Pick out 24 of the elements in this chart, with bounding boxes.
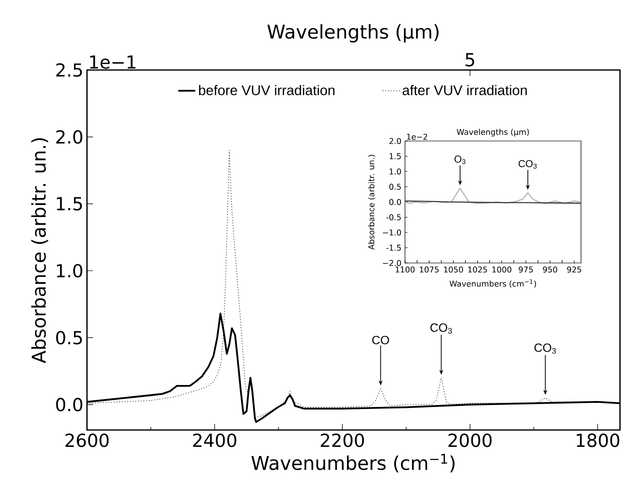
annotation: O$_{3}$ bbox=[454, 156, 466, 164]
annotation: 5 bbox=[466, 53, 474, 66]
x-tick-label: 1800 bbox=[576, 434, 620, 448]
legend-label: before VUV irradiation bbox=[199, 84, 334, 96]
y-tick-label: 2.0 bbox=[56, 130, 82, 144]
x-tick-label: 2000 bbox=[448, 434, 492, 448]
y-tick-label: 0.0 bbox=[56, 398, 82, 412]
text: 1e−1 bbox=[90, 55, 136, 69]
y-tick-label: 1.5 bbox=[56, 197, 82, 210]
x-tick-label: 2200 bbox=[320, 434, 364, 448]
annotation: CO bbox=[372, 336, 390, 344]
legend-label: after VUV irradiation bbox=[402, 84, 527, 96]
y-tick-label: 1.0 bbox=[56, 264, 82, 278]
y-tick-label: 0.5 bbox=[56, 330, 82, 344]
x-axis-title: Wavenumbers (cm$^{−1}$) bbox=[251, 454, 455, 472]
y-tick-label: 2.5 bbox=[56, 63, 82, 77]
x2-axis-title: Wavelengths (µm) bbox=[267, 24, 439, 42]
x-tick-label: 2600 bbox=[65, 434, 109, 448]
line-series bbox=[405, 188, 582, 204]
annotation: CO$_{3}$ bbox=[534, 343, 556, 354]
x-tick-label: 2400 bbox=[193, 434, 236, 448]
annotation: CO$_{3}$ bbox=[518, 160, 537, 169]
annotation: CO$_{3}$ bbox=[430, 323, 452, 334]
y-axis-title: Absorbance (arbitr. un.) bbox=[31, 138, 48, 364]
